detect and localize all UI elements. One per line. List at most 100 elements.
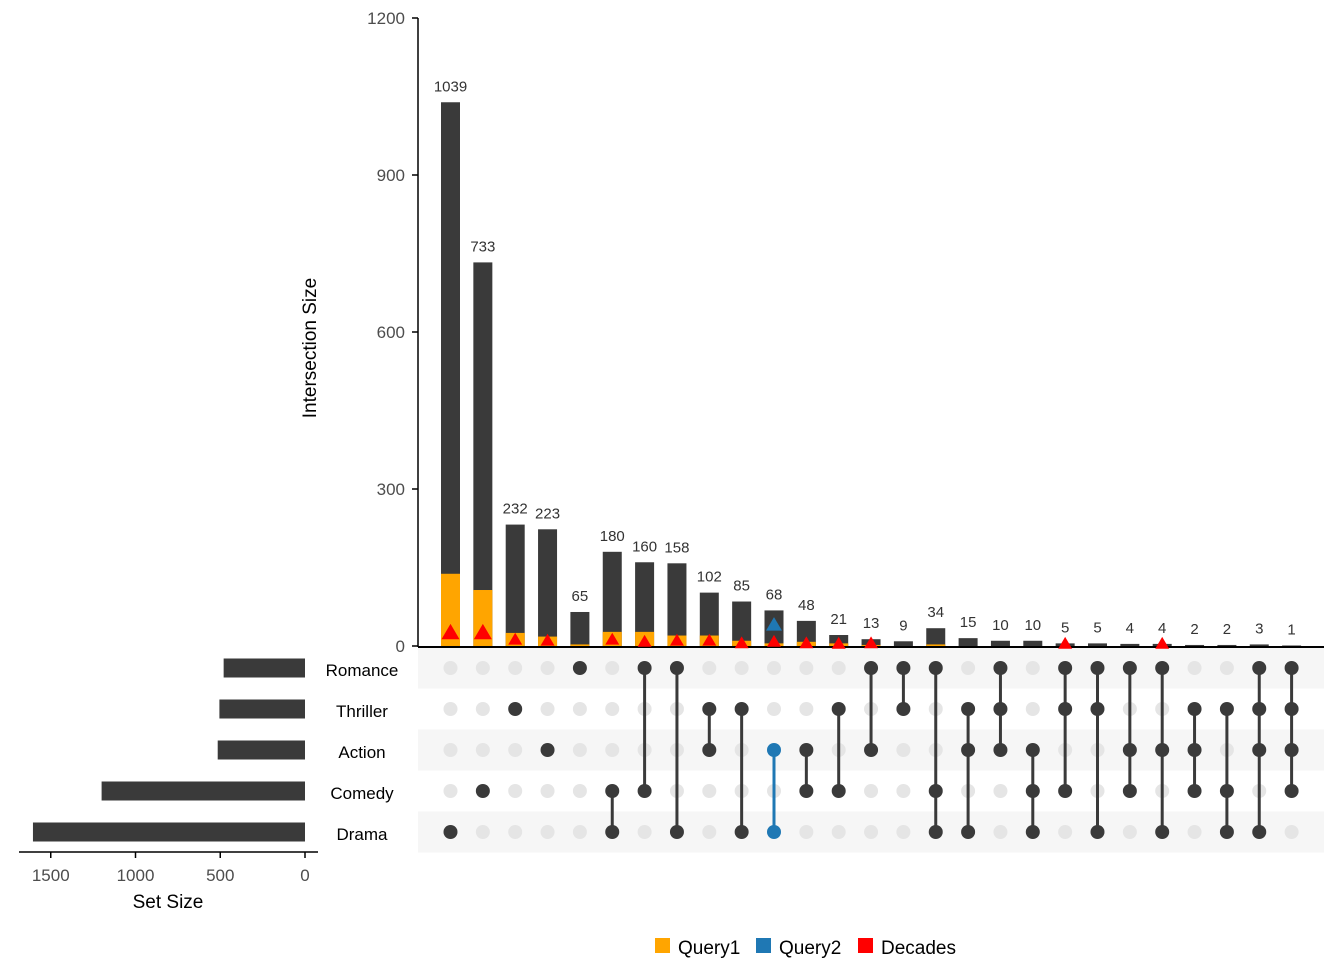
matrix-dot-inactive <box>1219 661 1234 675</box>
matrix-dot-inactive <box>508 784 523 798</box>
bar-value-label: 5 <box>1061 619 1069 636</box>
intersection-bar <box>1217 644 1237 646</box>
matrix-dot-inactive <box>896 743 911 757</box>
matrix-dot-active <box>1284 743 1299 757</box>
query2-marker <box>766 617 782 631</box>
set-name-label: Action <box>338 743 385 762</box>
decades-marker <box>767 634 781 647</box>
set-size-bar <box>217 740 305 760</box>
matrix-dot-active <box>928 825 943 839</box>
matrix-dot-inactive <box>1187 825 1202 839</box>
y-tick-label: 1200 <box>367 9 405 28</box>
matrix-dot-inactive <box>702 661 717 675</box>
decades-marker <box>799 636 814 649</box>
bar-value-label: 5 <box>1093 619 1101 636</box>
matrix-dot-active <box>1058 661 1073 675</box>
matrix-dot-active <box>637 661 652 675</box>
matrix-dot-active <box>1090 825 1105 839</box>
y-axis-title: Intersection Size <box>300 278 321 418</box>
intersection-bar <box>570 611 590 646</box>
legend-swatch <box>858 938 873 953</box>
matrix <box>443 661 1299 839</box>
matrix-dot-active <box>443 825 458 839</box>
matrix-dot-active <box>1155 743 1170 757</box>
set-size-bar <box>223 658 305 678</box>
matrix-dot-active <box>896 661 911 675</box>
matrix-dot-active <box>1187 743 1202 757</box>
set-size-bar <box>101 781 305 801</box>
y-tick-label: 900 <box>377 166 405 185</box>
set-size-tick-label: 1000 <box>117 866 155 885</box>
bar-value-label: 13 <box>863 615 880 632</box>
bar-value-label: 2 <box>1223 621 1231 638</box>
bar-value-label: 3 <box>1255 620 1263 637</box>
matrix-dot-active <box>993 743 1008 757</box>
bar-value-label: 34 <box>927 604 944 621</box>
decades-marker <box>637 634 652 647</box>
intersection-bar <box>1249 644 1269 646</box>
matrix-dot-active <box>1284 784 1299 798</box>
intersection-bar <box>1185 644 1205 646</box>
decades-marker <box>669 633 684 646</box>
matrix-dot-active <box>864 661 879 675</box>
decades-marker <box>1155 636 1170 649</box>
matrix-dot-active <box>1090 702 1105 716</box>
intersection-bar <box>926 628 946 646</box>
matrix-dot-active <box>1284 702 1299 716</box>
bar-value-label: 223 <box>535 505 560 522</box>
bar-value-label: 48 <box>798 597 815 614</box>
matrix-dot-active <box>605 784 620 798</box>
matrix-dot-inactive <box>572 702 587 716</box>
matrix-dot-active <box>1187 784 1202 798</box>
matrix-dot-active <box>1025 743 1040 757</box>
bar-value-label: 65 <box>572 588 589 605</box>
matrix-dot-inactive <box>961 661 976 675</box>
matrix-dot-inactive <box>1122 825 1137 839</box>
matrix-dot-active <box>993 702 1008 716</box>
matrix-dot-inactive <box>443 784 458 798</box>
matrix-dot-inactive <box>475 661 490 675</box>
bar-value-label: 9 <box>899 617 907 634</box>
matrix-dot-active <box>896 702 911 716</box>
intersection-bar <box>602 551 622 646</box>
matrix-dot-inactive <box>605 702 620 716</box>
matrix-dot-inactive <box>831 825 846 839</box>
matrix-dot-active <box>540 743 555 757</box>
bar-value-label: 733 <box>470 238 495 255</box>
decades-marker <box>441 623 460 640</box>
intersection-bar <box>958 638 978 646</box>
matrix-dot-active <box>767 743 781 757</box>
legend-label: Query1 <box>678 938 740 959</box>
matrix-dot-inactive <box>993 825 1008 839</box>
set-size-bars: Romance Thriller Action Comedy Drama 1500 1000… <box>19 658 398 885</box>
bar-value-label: 158 <box>664 539 689 556</box>
matrix-dot-inactive <box>1187 661 1202 675</box>
matrix-dot-active <box>993 661 1008 675</box>
legend-label: Decades <box>881 938 956 959</box>
matrix-dot-inactive <box>799 702 814 716</box>
matrix-dot-active <box>961 743 976 757</box>
matrix-dot-inactive <box>475 702 490 716</box>
decades-marker <box>1058 636 1073 649</box>
decades-marker <box>734 636 749 649</box>
matrix-dot-inactive <box>799 661 814 675</box>
matrix-dot-inactive <box>831 661 846 675</box>
matrix-dot-inactive <box>864 825 879 839</box>
set-name-label: Drama <box>336 825 388 844</box>
matrix-dot-active <box>961 702 976 716</box>
matrix-dot-active <box>928 784 943 798</box>
bar-value-label: 68 <box>766 586 783 603</box>
matrix-dot-inactive <box>605 661 620 675</box>
matrix-dot-active <box>572 661 587 675</box>
bar-value-label: 21 <box>830 611 847 628</box>
decades-marker <box>508 632 523 645</box>
intersection-bar <box>990 640 1010 646</box>
matrix-dot-active <box>1219 784 1234 798</box>
set-size-title: Set Size <box>133 892 204 913</box>
bar-value-label: 1 <box>1287 621 1295 638</box>
matrix-dot-active <box>799 743 814 757</box>
matrix-dot-inactive <box>540 702 555 716</box>
matrix-dot-inactive <box>896 784 911 798</box>
